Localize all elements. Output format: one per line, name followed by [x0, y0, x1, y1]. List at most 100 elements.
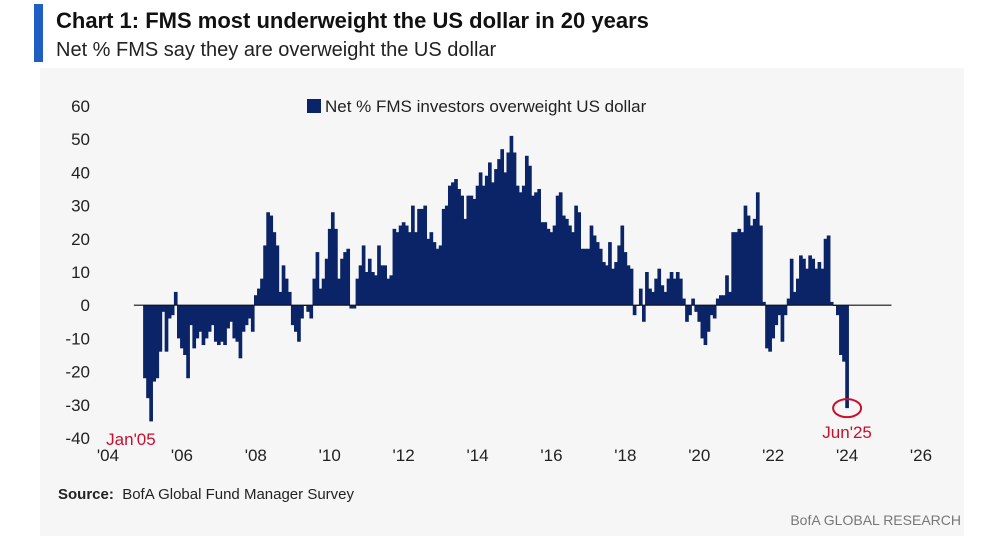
- x-tick-label: '26: [910, 446, 932, 465]
- bar: [583, 248, 588, 306]
- bar: [771, 305, 776, 339]
- bar: [626, 265, 631, 306]
- source-label: Source:: [58, 486, 114, 503]
- y-tick-label: 10: [71, 263, 90, 282]
- y-tick-label: -30: [65, 396, 90, 415]
- bar: [180, 305, 184, 349]
- x-tick-label: '06: [171, 446, 193, 465]
- bar: [244, 305, 249, 326]
- y-tick-label: 40: [71, 163, 90, 182]
- bar: [688, 305, 692, 316]
- bar: [438, 245, 443, 306]
- bar: [488, 162, 492, 306]
- bar: [802, 258, 806, 306]
- bar: [765, 305, 769, 349]
- y-tick-label: 0: [81, 296, 90, 315]
- bar: [672, 278, 677, 306]
- bar: [460, 195, 464, 306]
- bar: [374, 275, 378, 306]
- bar: [694, 305, 699, 312]
- bar: [161, 305, 166, 312]
- x-axis: '04 '06 '08 '10 '12 '14 '16 '18 '20 '22 '24 '26: [97, 446, 932, 465]
- bar: [297, 305, 301, 342]
- annotation-label: Jun'25: [822, 423, 872, 442]
- bar: [155, 305, 160, 379]
- bar: [709, 305, 714, 316]
- bar: [814, 268, 819, 306]
- bar: [752, 218, 757, 306]
- bar: [528, 165, 532, 306]
- bar: [441, 208, 446, 306]
- bar: [472, 198, 477, 306]
- bar: [146, 305, 150, 399]
- bar: [361, 245, 366, 306]
- bar: [457, 189, 461, 306]
- bar: [340, 258, 344, 306]
- bar: [192, 305, 197, 349]
- bar: [217, 305, 221, 346]
- bar: [201, 305, 206, 346]
- bar: [183, 305, 187, 355]
- bar: [592, 235, 597, 306]
- annotation-circle: [832, 398, 863, 419]
- bar: [454, 179, 458, 306]
- bar: [552, 225, 557, 306]
- bar: [762, 301, 766, 306]
- bar: [524, 155, 529, 306]
- bar: [321, 278, 326, 306]
- bar: [395, 232, 400, 306]
- bar: [241, 305, 246, 332]
- bar: [515, 185, 520, 306]
- bar: [789, 258, 794, 306]
- bar: [300, 305, 304, 319]
- bar: [638, 288, 643, 306]
- bar: [777, 305, 782, 316]
- y-axis: 60 50 40 30 20 10 0 -10 -20 -30 -40: [65, 97, 90, 448]
- bar: [235, 305, 240, 342]
- bar: [623, 252, 628, 306]
- x-tick-label: '22: [762, 446, 784, 465]
- bar: [281, 265, 286, 306]
- bar: [355, 278, 360, 306]
- bar: [755, 192, 760, 306]
- bar: [238, 305, 243, 359]
- bar: [491, 182, 495, 306]
- bar: [740, 232, 745, 306]
- bar: [555, 195, 560, 306]
- bar: [617, 245, 622, 306]
- bar: [737, 228, 742, 306]
- bar: [632, 305, 637, 316]
- bar: [675, 272, 680, 306]
- bar: [463, 218, 468, 306]
- bar: [669, 272, 674, 306]
- bar: [383, 265, 387, 306]
- bar: [823, 238, 828, 306]
- bar: [540, 222, 545, 306]
- bar: [589, 225, 594, 306]
- bar: [614, 262, 618, 306]
- bar: [571, 232, 575, 306]
- bar: [759, 225, 763, 306]
- bar: [389, 275, 394, 306]
- bar: [682, 298, 686, 306]
- bar: [260, 278, 264, 306]
- x-tick-label: '20: [688, 446, 710, 465]
- bar: [795, 278, 800, 306]
- bar: [189, 305, 193, 326]
- bar: [839, 305, 843, 355]
- bar: [497, 159, 501, 306]
- x-tick-label: '14: [466, 446, 488, 465]
- y-tick-label: -40: [65, 429, 90, 448]
- bar: [309, 305, 314, 319]
- bar: [210, 305, 215, 326]
- bar: [318, 288, 323, 306]
- bar: [620, 225, 625, 306]
- bar: [808, 255, 812, 306]
- bar: [250, 305, 255, 332]
- bar: [420, 208, 424, 306]
- bar: [503, 172, 508, 306]
- bar: [426, 238, 431, 306]
- bar: [306, 305, 311, 312]
- bar: [826, 235, 831, 306]
- bar: [531, 195, 535, 306]
